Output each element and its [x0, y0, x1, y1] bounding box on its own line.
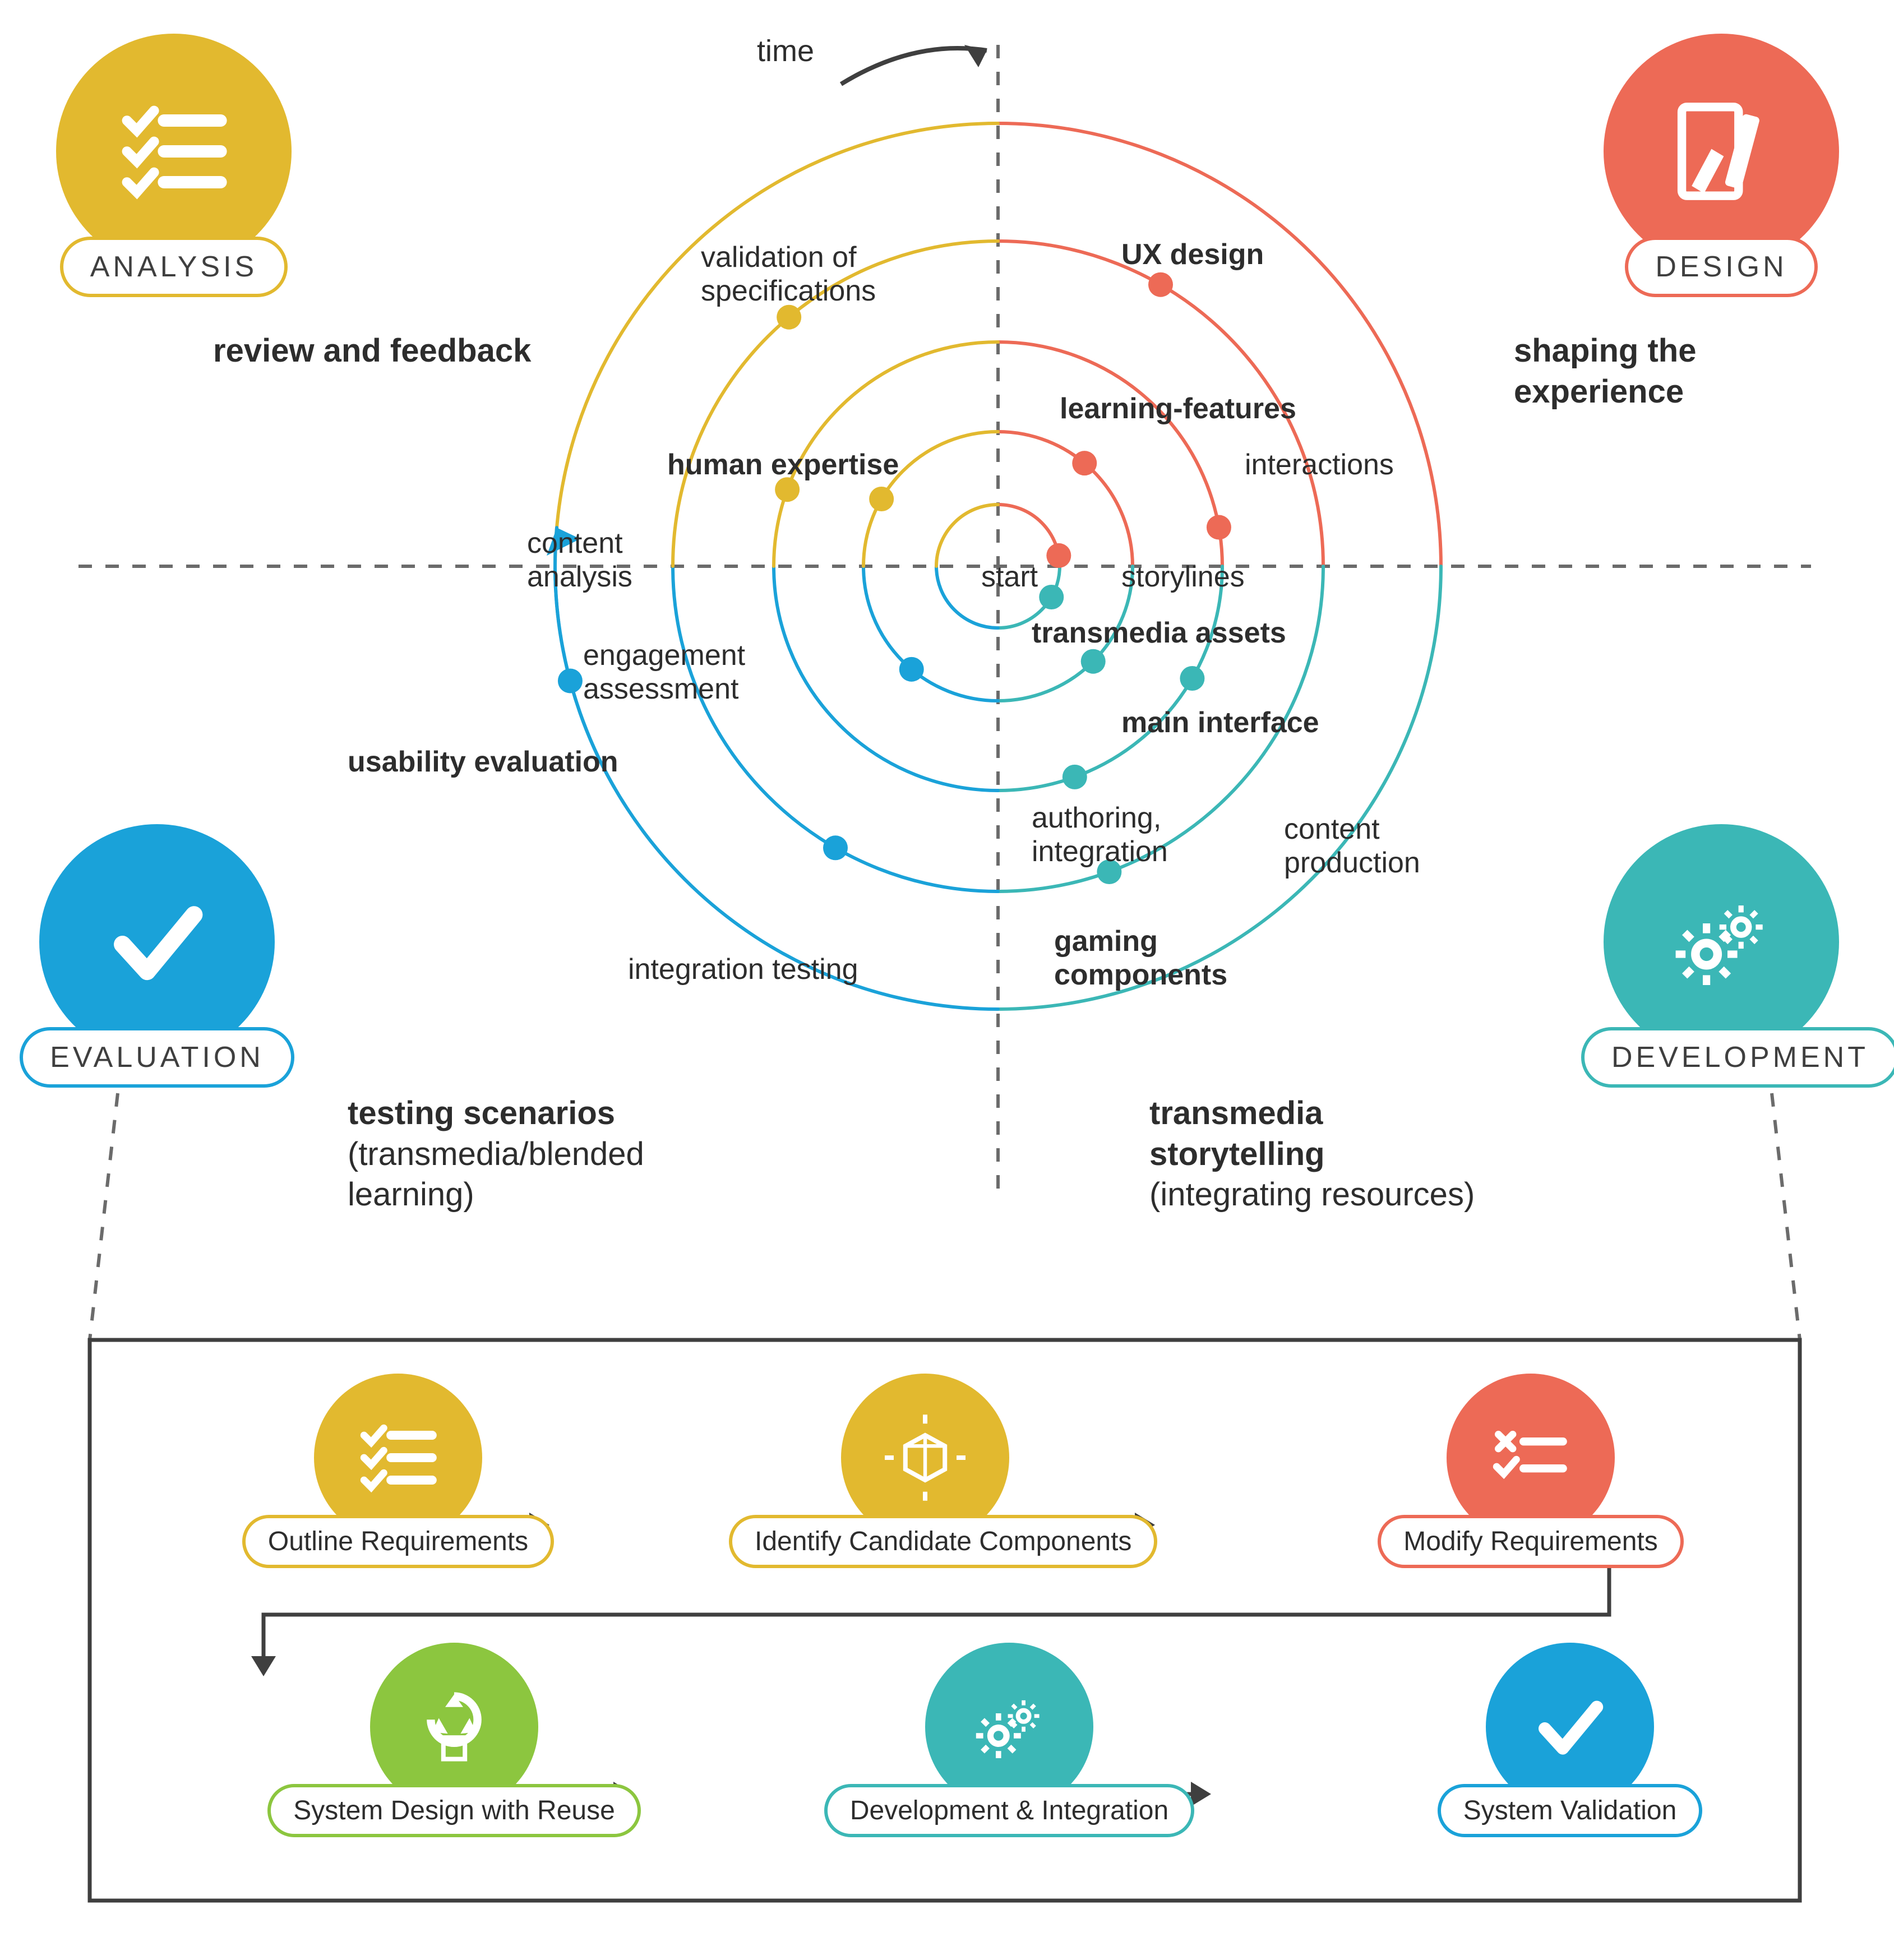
process-step-label: Identify Candidate Components: [729, 1515, 1157, 1568]
spiral-node-label: UX design: [1121, 238, 1264, 272]
process-step-label: Modify Requirements: [1378, 1515, 1684, 1568]
quadrant-tl-title: review and feedback: [213, 331, 531, 372]
spiral-node-label: engagementassessment: [583, 639, 745, 706]
spiral-node-label: storylines: [1121, 561, 1245, 594]
spiral-node-label: human expertise: [667, 449, 899, 482]
spiral-node-label: contentproduction: [1284, 813, 1420, 880]
spiral-node-label: authoring,integration: [1032, 802, 1168, 869]
spiral-node-label: contentanalysis: [527, 527, 632, 594]
spiral-node-label: usability evaluation: [348, 746, 618, 779]
spiral-node-label: learning-features: [1060, 392, 1296, 426]
analysis-icon: [56, 34, 292, 269]
analysis-label: ANALYSIS: [60, 237, 288, 297]
design-icon: [1604, 34, 1839, 269]
quadrant-bl-title: testing scenarios(transmedia/blended lea…: [348, 1093, 684, 1215]
spiral-node-label: gamingcomponents: [1054, 925, 1227, 992]
spiral-node-label: main interface: [1121, 706, 1319, 740]
quadrant-tr-title: shaping the experience: [1514, 331, 1850, 412]
development-icon: [1604, 824, 1839, 1060]
time-label: time: [757, 34, 814, 68]
corner-analysis: ANALYSIS: [34, 34, 314, 297]
development-label: DEVELOPMENT: [1581, 1027, 1894, 1088]
quadrant-br-title: transmedia storytelling(integrating reso…: [1149, 1093, 1486, 1215]
corner-evaluation: EVALUATION: [17, 824, 297, 1088]
process-step: Development & Integration: [813, 1643, 1205, 1837]
process-step-label: Outline Requirements: [242, 1515, 554, 1568]
spiral-node-label: transmedia assets: [1032, 617, 1286, 650]
corner-design: DESIGN: [1581, 34, 1861, 297]
process-step-label: System Design with Reuse: [267, 1784, 641, 1837]
process-step: Identify Candidate Components: [729, 1374, 1121, 1568]
process-step: Outline Requirements: [202, 1374, 594, 1568]
process-step: System Design with Reuse: [258, 1643, 650, 1837]
spiral-node-label: interactions: [1245, 449, 1394, 482]
process-step: Modify Requirements: [1334, 1374, 1727, 1568]
spiral-node-label: integration testing: [628, 953, 858, 987]
evaluation-icon: [39, 824, 275, 1060]
process-step-label: System Validation: [1438, 1784, 1703, 1837]
design-label: DESIGN: [1625, 237, 1817, 297]
evaluation-label: EVALUATION: [20, 1027, 294, 1088]
corner-development: DEVELOPMENT: [1581, 824, 1861, 1088]
spiral-node-label: validation ofspecifications: [701, 241, 876, 308]
start-label: start: [981, 561, 1038, 594]
process-step-label: Development & Integration: [824, 1784, 1194, 1837]
process-step: System Validation: [1374, 1643, 1766, 1837]
